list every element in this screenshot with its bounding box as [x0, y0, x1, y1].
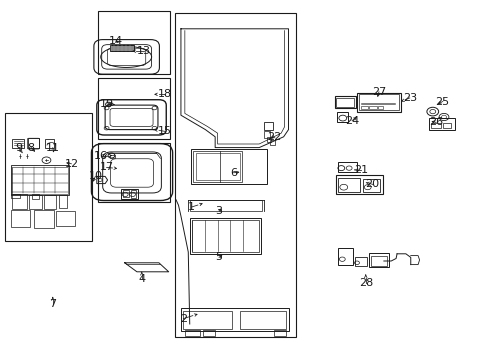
- Text: 21: 21: [353, 165, 367, 175]
- Bar: [428, 118, 454, 130]
- Bar: [109, 45, 134, 51]
- Text: 15: 15: [158, 126, 172, 136]
- Bar: [121, 189, 138, 199]
- Bar: [442, 123, 450, 128]
- Bar: [377, 106, 383, 109]
- Bar: [334, 96, 355, 108]
- Text: 19: 19: [100, 99, 113, 109]
- Bar: [338, 248, 352, 265]
- Bar: [11, 194, 20, 198]
- Text: 8: 8: [28, 143, 35, 153]
- Text: 26: 26: [428, 117, 442, 127]
- Bar: [11, 210, 30, 227]
- Bar: [195, 153, 239, 180]
- Bar: [430, 123, 440, 128]
- Text: 27: 27: [371, 87, 386, 97]
- Bar: [356, 93, 400, 112]
- Text: 5: 5: [215, 252, 222, 262]
- Text: 4: 4: [138, 274, 145, 284]
- Bar: [59, 195, 67, 208]
- Bar: [273, 330, 285, 336]
- Bar: [183, 311, 232, 329]
- Bar: [29, 195, 41, 209]
- Text: 14: 14: [109, 36, 123, 46]
- Bar: [368, 106, 376, 109]
- Text: 7: 7: [49, 299, 56, 309]
- Bar: [11, 165, 69, 195]
- Text: 12: 12: [64, 159, 78, 169]
- Text: 13: 13: [137, 46, 151, 56]
- Bar: [189, 200, 262, 211]
- Bar: [360, 106, 367, 109]
- Bar: [354, 257, 366, 266]
- Text: 10: 10: [88, 171, 102, 181]
- Bar: [98, 143, 170, 202]
- Bar: [56, 211, 75, 226]
- Bar: [110, 155, 115, 158]
- Bar: [181, 308, 288, 331]
- Bar: [28, 138, 39, 148]
- Text: 3: 3: [215, 206, 222, 216]
- Bar: [12, 139, 24, 148]
- Bar: [189, 218, 260, 254]
- Text: 24: 24: [344, 116, 359, 126]
- Bar: [12, 194, 27, 209]
- Text: 22: 22: [266, 132, 281, 142]
- Bar: [190, 149, 266, 184]
- Bar: [239, 311, 285, 329]
- Bar: [98, 11, 170, 74]
- Bar: [32, 194, 39, 199]
- Text: 9: 9: [15, 143, 22, 153]
- Bar: [130, 190, 136, 198]
- Bar: [338, 178, 360, 192]
- Bar: [45, 139, 54, 148]
- Text: 28: 28: [358, 278, 372, 288]
- Bar: [368, 253, 388, 267]
- Bar: [184, 330, 199, 336]
- Bar: [34, 210, 54, 228]
- Text: 20: 20: [365, 179, 379, 189]
- Text: 1: 1: [188, 202, 195, 212]
- Bar: [191, 220, 259, 252]
- Text: 2: 2: [180, 314, 186, 324]
- Text: 16: 16: [94, 150, 108, 161]
- Bar: [44, 195, 56, 209]
- Bar: [123, 190, 129, 197]
- Bar: [264, 131, 269, 138]
- Bar: [5, 113, 92, 241]
- Bar: [336, 98, 353, 107]
- Bar: [336, 175, 382, 194]
- Bar: [98, 78, 170, 139]
- Bar: [264, 122, 272, 130]
- Text: 17: 17: [100, 162, 113, 172]
- Bar: [338, 162, 356, 172]
- Text: 23: 23: [402, 93, 416, 103]
- Bar: [12, 167, 68, 194]
- Bar: [370, 256, 386, 266]
- Text: 18: 18: [158, 89, 172, 99]
- Text: 11: 11: [46, 143, 60, 153]
- Text: 25: 25: [435, 96, 448, 107]
- Bar: [358, 94, 398, 110]
- Bar: [362, 179, 379, 192]
- Bar: [269, 140, 274, 145]
- Bar: [193, 151, 242, 182]
- Bar: [266, 137, 271, 142]
- Bar: [203, 330, 215, 336]
- Bar: [174, 13, 295, 337]
- Bar: [337, 112, 347, 122]
- Text: 6: 6: [230, 168, 237, 178]
